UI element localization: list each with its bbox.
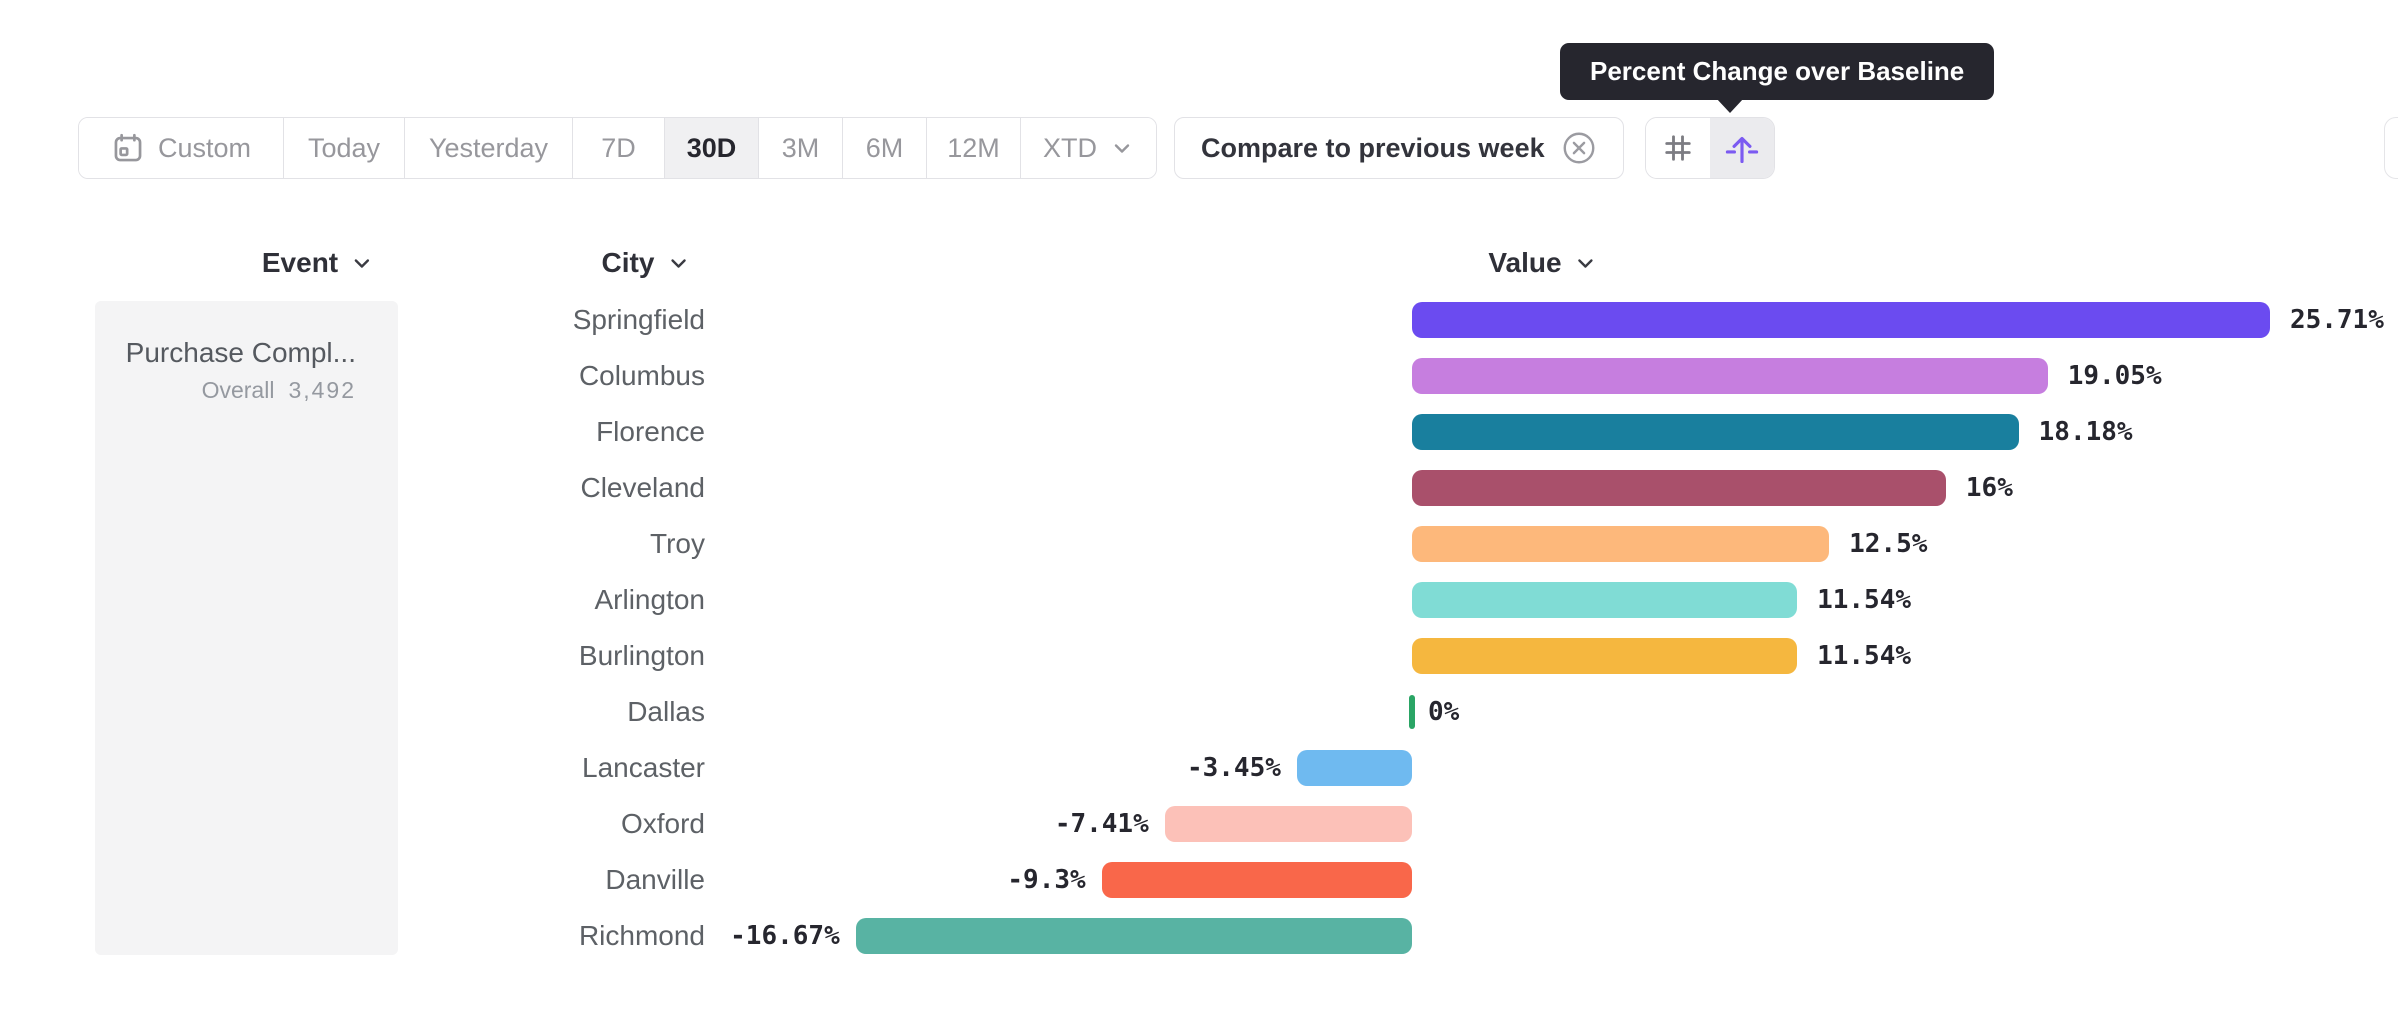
chevron-down-icon <box>666 251 690 275</box>
date-range-7d[interactable]: 7D <box>573 118 665 178</box>
date-range-today[interactable]: Today <box>284 118 405 178</box>
bar-value-label: 18.18% <box>2038 417 2133 447</box>
chevron-down-icon <box>350 251 374 275</box>
column-header-value[interactable]: Value <box>1488 247 1597 279</box>
tooltip-percent-change: Percent Change over Baseline <box>1560 43 1995 100</box>
event-overall-label: Overall <box>201 377 275 403</box>
city-label-richmond: Richmond <box>578 920 705 951</box>
date-range-label: 6M <box>865 132 904 163</box>
city-label-danville: Danville <box>605 864 705 895</box>
event-overall-value: 3,492 <box>288 377 356 403</box>
bar-value-label: 0% <box>1428 697 1460 727</box>
bar-oxford[interactable] <box>1164 806 1412 842</box>
date-range-label: Custom <box>157 132 252 163</box>
date-range-custom[interactable]: Custom <box>79 118 284 178</box>
column-header-city-label: City <box>601 247 655 278</box>
column-header-city[interactable]: City <box>602 247 691 279</box>
zero-baseline-tick[interactable] <box>1409 695 1415 729</box>
x-circle-icon[interactable] <box>1561 130 1597 166</box>
tooltip-text: Percent Change over Baseline <box>1590 56 1965 86</box>
city-label-columbus: Columbus <box>578 360 705 391</box>
bar-value-label: 16% <box>1965 473 2013 503</box>
date-range-12m[interactable]: 12M <box>927 118 1021 178</box>
event-name: Purchase Compl... <box>125 337 356 368</box>
bar-value-label: 11.54% <box>1817 585 1911 615</box>
date-range-label: 3M <box>781 132 820 163</box>
city-label-burlington: Burlington <box>578 640 705 671</box>
bar-value-label: 25.71% <box>2289 305 2384 335</box>
city-label-cleveland: Cleveland <box>580 472 705 503</box>
date-range-6m[interactable]: 6M <box>843 118 927 178</box>
bar-florence[interactable] <box>1412 414 2019 450</box>
grid-view-button[interactable] <box>1646 118 1710 178</box>
date-range-label: XTD <box>1043 132 1097 163</box>
bar-value-label: 11.54% <box>1817 641 1911 671</box>
baseline-view-button[interactable] <box>1710 118 1774 178</box>
bar-danville[interactable] <box>1101 862 1412 898</box>
view-toggle-group <box>1645 117 1775 179</box>
bar-value-label: -3.45% <box>1186 753 1281 783</box>
chevron-down-icon <box>1110 136 1134 160</box>
bar-cleveland[interactable] <box>1412 470 1946 506</box>
date-range-30d[interactable]: 30D <box>665 118 759 178</box>
tooltip-arrow <box>1716 98 1744 113</box>
bar-value-label: -9.3% <box>1007 865 1086 895</box>
column-header-event-label: Event <box>261 247 339 278</box>
calendar-icon <box>111 131 145 165</box>
city-label-florence: Florence <box>596 416 705 447</box>
bar-arlington[interactable] <box>1412 582 1798 618</box>
date-range-label: 7D <box>601 132 636 163</box>
date-range-xtd[interactable]: XTD <box>1021 118 1156 178</box>
column-header-value-label: Value <box>1488 247 1562 278</box>
baseline-arrow-icon <box>1723 129 1761 167</box>
grid-icon <box>1660 130 1696 166</box>
city-label-dallas: Dallas <box>627 696 705 727</box>
city-label-lancaster: Lancaster <box>582 752 705 783</box>
date-range-label: Today <box>307 132 381 163</box>
bar-springfield[interactable] <box>1412 302 2270 338</box>
date-range-label: 30D <box>686 132 737 163</box>
date-range-label: Yesterday <box>428 132 549 163</box>
date-range-control: Custom Today Yesterday 7D 30D 3M 6M 12M XTD <box>78 117 1157 179</box>
bar-value-label: 19.05% <box>2067 361 2162 391</box>
compare-chip[interactable]: Compare to previous week <box>1174 117 1624 179</box>
date-range-label: 12M <box>947 132 1000 163</box>
date-range-3m[interactable]: 3M <box>759 118 843 178</box>
event-panel[interactable]: Purchase Compl... Overall 3,492 <box>95 301 398 955</box>
city-label-springfield: Springfield <box>572 304 705 335</box>
bar-value-label: 12.5% <box>1849 529 1928 559</box>
bar-lancaster[interactable] <box>1296 750 1412 786</box>
compare-chip-label: Compare to previous week <box>1201 132 1545 163</box>
city-label-oxford: Oxford <box>620 808 705 839</box>
column-header-event[interactable]: Event <box>262 247 374 279</box>
city-label-troy: Troy <box>650 528 705 559</box>
bar-richmond[interactable] <box>855 918 1412 954</box>
city-label-arlington: Arlington <box>594 584 705 615</box>
event-overall: Overall 3,492 <box>202 377 356 404</box>
bar-troy[interactable] <box>1412 526 1830 562</box>
bar-columbus[interactable] <box>1412 358 2048 394</box>
bar-burlington[interactable] <box>1412 638 1798 674</box>
bar-value-label: -7.41% <box>1054 809 1149 839</box>
chevron-down-icon <box>1574 251 1598 275</box>
bar-value-label: -16.67% <box>730 921 840 951</box>
date-range-yesterday[interactable]: Yesterday <box>405 118 573 178</box>
